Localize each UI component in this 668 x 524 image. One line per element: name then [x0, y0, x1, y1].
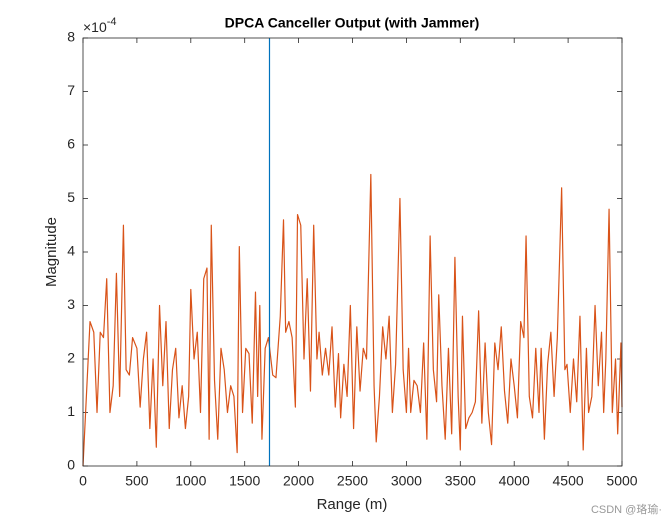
x-axis-label: Range (m): [317, 496, 388, 513]
x-tick-label: 4000: [499, 473, 530, 489]
x-tick-label: 500: [125, 473, 149, 489]
axes-box: [82, 37, 623, 467]
x-tick-label: 5000: [606, 473, 637, 489]
y-axis-label: Magnitude: [43, 217, 60, 287]
exponent-base: ×10: [83, 19, 107, 35]
x-tick-label: 1500: [229, 473, 260, 489]
y-tick-label: 1: [67, 403, 75, 419]
x-tick-label: 3500: [445, 473, 476, 489]
y-tick-label: 3: [67, 296, 75, 312]
y-tick-label: 8: [67, 29, 75, 45]
data-line: [82, 173, 623, 467]
x-tick-label: 4500: [553, 473, 584, 489]
chart-title: DPCA Canceller Output (with Jammer): [225, 15, 480, 31]
y-tick-label: 0: [67, 457, 75, 473]
x-tick-label: 1000: [175, 473, 206, 489]
exponent-power: -4: [107, 16, 117, 28]
y-tick-label: 7: [67, 82, 75, 98]
watermark: CSDN @珞瑜·: [591, 502, 662, 516]
y-exponent: ×10-4: [83, 16, 117, 35]
x-tick-label: 2500: [337, 473, 368, 489]
x-tick-label: 3000: [391, 473, 422, 489]
y-tick-label: 5: [67, 189, 75, 205]
x-tick-label: 0: [79, 473, 87, 489]
x-tick-label: 2000: [283, 473, 314, 489]
y-tick-label: 2: [67, 350, 75, 366]
y-tick-label: 4: [67, 243, 75, 259]
y-tick-label: 6: [67, 136, 75, 152]
